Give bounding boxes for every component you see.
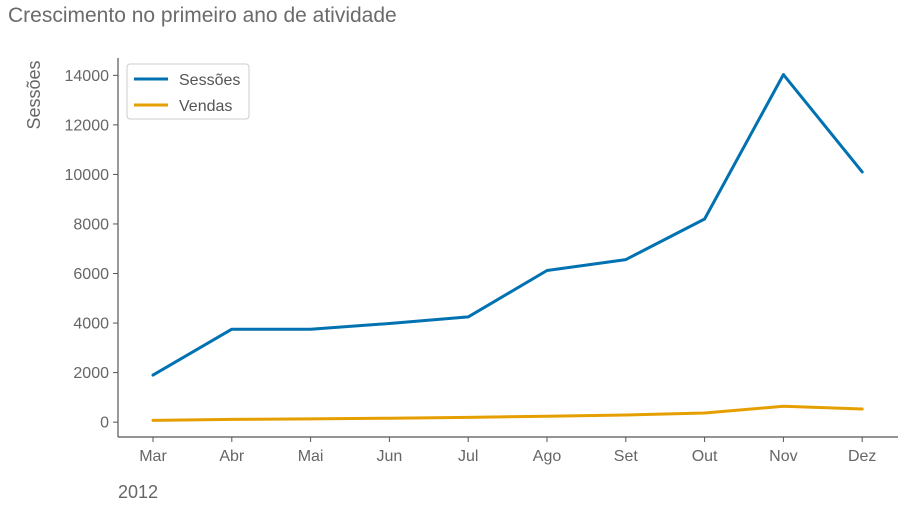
x-tick-label: Jun — [377, 448, 403, 465]
y-tick-label: 4000 — [73, 316, 109, 333]
y-tick-label: 12000 — [65, 117, 110, 134]
legend: Sessões Vendas — [126, 63, 250, 120]
x-tick-label: Out — [692, 448, 718, 465]
y-tick-label: 10000 — [65, 167, 110, 184]
x-tick-label: Nov — [769, 448, 797, 465]
series-layer — [151, 73, 864, 422]
legend-label: Vendas — [179, 98, 232, 115]
x-ticks: Mar Abr Mai Jun Jul Ago Set Out Nov Dez — [139, 437, 876, 465]
y-tick-label: 8000 — [73, 216, 109, 233]
chart-title: Crescimento no primeiro ano de atividade — [8, 4, 397, 27]
x-tick-label: Mar — [139, 448, 167, 465]
y-tick-label: 0 — [100, 415, 109, 432]
y-tick-label: 14000 — [65, 68, 110, 85]
axes — [117, 58, 898, 438]
x-tick-label: Jul — [458, 448, 478, 465]
x-tick-label: Ago — [533, 448, 562, 465]
y-tick-label: 6000 — [73, 266, 109, 283]
x-tick-label: Set — [614, 448, 639, 465]
series-line-sessoes — [151, 73, 864, 377]
x-tick-label: Mai — [298, 448, 324, 465]
x-tick-label: Dez — [848, 448, 876, 465]
legend-items: Sessões Vendas — [134, 72, 240, 115]
legend-label: Sessões — [179, 72, 240, 89]
y-axis-label: Sessões — [24, 60, 44, 129]
y-tick-label: 2000 — [73, 365, 109, 382]
y-ticks: 0 2000 4000 6000 8000 10000 12000 14000 — [65, 68, 118, 432]
x-tick-label: Abr — [219, 448, 245, 465]
x-axis-label: 2012 — [118, 482, 158, 502]
series-line-vendas — [151, 404, 864, 422]
